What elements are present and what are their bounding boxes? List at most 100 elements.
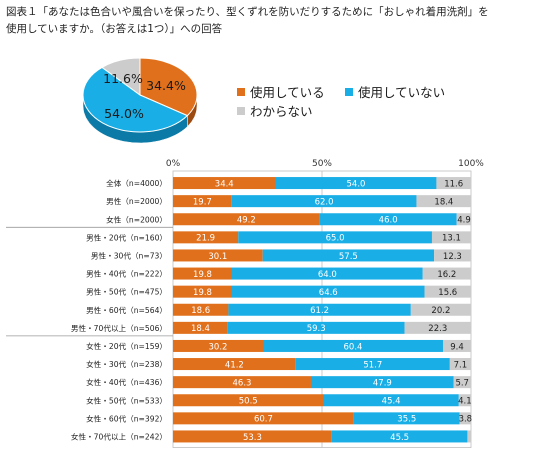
value-label-6-0: 19.8 (193, 288, 212, 298)
value-label-5-0: 19.8 (193, 270, 212, 280)
value-label-2-1: 46.0 (379, 216, 398, 226)
bar-12-2 (458, 394, 471, 407)
value-label-3-0: 21.9 (196, 234, 215, 244)
category-label-1: 男性（n=2000） (106, 196, 167, 206)
legend-swatch-2 (237, 107, 245, 115)
bar-9-1 (262, 339, 443, 352)
value-label-11-2: 5.7 (455, 378, 469, 388)
bar-6-2 (424, 285, 471, 298)
value-label-5-1: 64.0 (318, 270, 337, 280)
value-label-8-2: 22.3 (428, 324, 447, 334)
legend-label-1: 使用していない (358, 85, 445, 100)
value-label-12-2: 4.1 (458, 397, 472, 407)
bar-0-1 (275, 177, 437, 190)
value-label-7-2: 20.2 (431, 306, 450, 316)
pie-slice-1 (82, 66, 189, 133)
category-label-0: 全体（n=4000） (106, 178, 167, 188)
category-label-7: 男性・60代（n=564） (86, 305, 167, 315)
bar-9-0 (173, 339, 263, 352)
category-label-14: 女性・70代以上（n=242） (71, 431, 167, 441)
category-label-12: 女性・50代（n=533） (86, 395, 167, 405)
bar-2-0 (173, 213, 320, 226)
stacked-bar-chart: 全体（n=4000） 34.4 54.0 11.6 男性（n=2000） 19.7 62.0… (71, 177, 472, 443)
bar-3-0 (173, 231, 239, 244)
value-label-13-1: 35.5 (397, 415, 416, 425)
value-label-1-0: 19.7 (193, 197, 212, 207)
bar-3-2 (431, 231, 471, 244)
value-label-2-0: 49.2 (237, 216, 256, 226)
value-label-12-0: 50.5 (239, 397, 258, 407)
bar-14-1 (331, 430, 468, 443)
bar-13-2 (459, 412, 471, 425)
value-label-6-2: 15.6 (438, 288, 457, 298)
value-label-11-1: 47.9 (373, 378, 392, 388)
bar-12-0 (173, 394, 324, 407)
value-label-3-1: 65.0 (326, 234, 345, 244)
value-label-8-0: 18.4 (191, 324, 210, 334)
bar-2-2 (456, 213, 472, 226)
value-label-1-2: 18.4 (434, 197, 453, 207)
chart-title: 図表１「あなたは色合いや風合いを保ったり、型くずれを防いだりするために「おしゃれ… (6, 4, 526, 38)
value-label-0-2: 11.6 (444, 179, 463, 189)
value-label-4-1: 57.5 (339, 252, 358, 262)
bar-8-1 (227, 321, 405, 334)
x-tick-label-0: 0% (166, 159, 181, 169)
bar-11-0 (173, 376, 311, 389)
value-label-0-1: 54.0 (347, 179, 366, 189)
legend-label-2: わからない (250, 104, 313, 119)
value-label-0-0: 34.4 (215, 179, 234, 189)
value-label-9-1: 60.4 (344, 342, 363, 352)
value-label-5-2: 16.2 (437, 270, 456, 280)
bar-2-1 (319, 213, 457, 226)
value-label-8-1: 59.3 (307, 324, 326, 334)
bar-10-2 (449, 358, 471, 371)
pie-label-0: 34.4% (146, 78, 186, 93)
value-label-12-1: 45.4 (382, 397, 401, 407)
pie-label-2: 11.6% (103, 71, 143, 86)
pie-slice-2 (101, 57, 141, 96)
x-tick-label-2: 100% (458, 159, 484, 169)
category-label-2: 女性（n=2000） (106, 214, 167, 224)
bar-13-1 (353, 412, 460, 425)
bar-4-2 (434, 249, 471, 262)
title-line-1: 図表１「あなたは色合いや風合いを保ったり、型くずれを防いだりするために「おしゃれ… (6, 6, 489, 18)
bar-8-0 (173, 321, 228, 334)
bar-3-1 (238, 231, 432, 244)
bar-10-1 (295, 358, 450, 371)
bar-4-0 (173, 249, 263, 262)
bar-11-2 (453, 376, 471, 389)
value-label-2-2: 4.9 (457, 216, 471, 226)
value-label-13-2: 3.8 (459, 415, 473, 425)
category-label-3: 男性・20代（n=160） (86, 232, 167, 242)
bar-1-1 (231, 195, 417, 208)
value-label-9-2: 9.4 (450, 342, 464, 352)
bar-4-1 (262, 249, 435, 262)
value-label-10-0: 41.2 (225, 360, 244, 370)
bar-7-2 (410, 303, 471, 316)
category-label-4: 男性・30代（n=73） (91, 250, 167, 260)
bar-5-2 (422, 267, 471, 280)
category-label-8: 男性・70代以上（n=506） (71, 323, 167, 333)
bar-12-1 (323, 394, 459, 407)
category-label-6: 男性・50代（n=475） (86, 287, 167, 297)
category-label-13: 女性・60代（n=392） (86, 413, 167, 423)
value-label-6-1: 64.6 (319, 288, 338, 298)
pie-slice-0 (139, 57, 198, 117)
bar-8-2 (404, 321, 471, 334)
bar-13-0 (173, 412, 354, 425)
value-label-7-1: 61.2 (310, 306, 329, 316)
legend-swatch-1 (345, 88, 353, 96)
value-label-7-0: 18.6 (191, 306, 210, 316)
bar-6-1 (232, 285, 425, 298)
value-label-4-2: 12.3 (443, 252, 462, 262)
bar-14-2 (467, 430, 471, 443)
bar-5-0 (173, 267, 233, 280)
bar-0-2 (436, 177, 471, 190)
category-label-11: 女性・40代（n=436） (86, 377, 167, 387)
legend-swatch-0 (237, 88, 245, 96)
bar-7-1 (228, 303, 411, 316)
value-label-9-0: 30.2 (209, 342, 228, 352)
bar-6-0 (173, 285, 233, 298)
